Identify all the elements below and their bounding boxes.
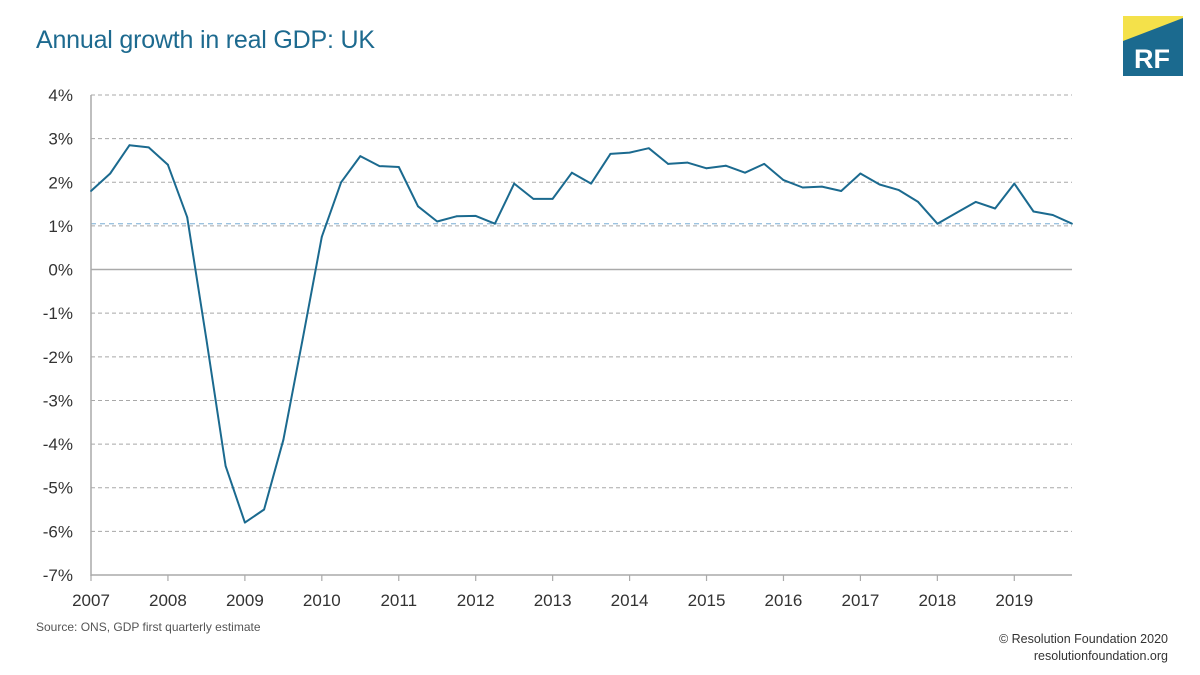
data-point bbox=[878, 183, 881, 186]
data-point bbox=[840, 190, 843, 192]
data-point bbox=[628, 151, 631, 154]
data-point bbox=[1071, 222, 1073, 225]
data-point bbox=[494, 222, 496, 225]
x-tick-label: 2013 bbox=[534, 591, 572, 610]
series-layer bbox=[90, 144, 1073, 524]
x-tick-label: 2015 bbox=[688, 591, 726, 610]
y-tick-label: 4% bbox=[48, 86, 73, 105]
x-tick-label: 2011 bbox=[380, 591, 417, 610]
data-point bbox=[474, 214, 477, 217]
x-tick-label: 2008 bbox=[149, 591, 187, 610]
logo-text: RF bbox=[1134, 44, 1170, 74]
data-point bbox=[1013, 182, 1016, 185]
tick-labels: 4% 3% 2% 1% 0% -1% -2% -3% -4% -5% -6% -7% 2007 2008 2… bbox=[43, 86, 1033, 610]
data-point bbox=[821, 185, 823, 188]
data-point bbox=[224, 465, 227, 467]
data-point bbox=[436, 220, 439, 223]
data-point bbox=[128, 144, 131, 147]
data-point bbox=[1032, 210, 1035, 213]
copyright-text: © Resolution Foundation 2020 bbox=[998, 632, 1168, 646]
data-point bbox=[109, 172, 112, 175]
x-tick-label: 2007 bbox=[72, 591, 110, 610]
x-tick-label: 2016 bbox=[765, 591, 803, 610]
data-point bbox=[974, 201, 977, 203]
data-point bbox=[378, 165, 381, 168]
data-point bbox=[724, 164, 727, 167]
x-tick-label: 2018 bbox=[918, 591, 956, 610]
rf-logo: RF bbox=[1123, 16, 1183, 76]
data-point bbox=[397, 166, 400, 168]
data-point bbox=[590, 182, 593, 185]
y-tick-label: -6% bbox=[43, 522, 73, 541]
data-point bbox=[282, 438, 285, 441]
y-tick-label: 0% bbox=[48, 261, 73, 280]
data-point bbox=[263, 508, 266, 511]
data-point bbox=[705, 167, 708, 170]
y-tick-label: -7% bbox=[43, 566, 73, 585]
data-point bbox=[744, 171, 746, 174]
data-point bbox=[763, 163, 766, 165]
y-tick-label: 3% bbox=[48, 130, 73, 149]
source-note: Source: ONS, GDP first quarterly estimat… bbox=[36, 620, 261, 634]
footer: © Resolution Foundation 2020 resolutionf… bbox=[999, 631, 1168, 665]
data-point bbox=[897, 189, 900, 192]
x-tick-label: 2012 bbox=[457, 591, 495, 610]
data-point bbox=[917, 201, 920, 203]
y-tick-label: -5% bbox=[43, 479, 73, 498]
x-tick-label: 2019 bbox=[995, 591, 1033, 610]
y-tick-label: 2% bbox=[48, 173, 73, 192]
x-tick-label: 2017 bbox=[841, 591, 879, 610]
data-point bbox=[186, 216, 189, 219]
data-point bbox=[647, 147, 650, 150]
series-line-gdp-growth bbox=[90, 144, 1073, 524]
data-point bbox=[1051, 214, 1054, 216]
data-point bbox=[532, 197, 535, 200]
data-point bbox=[686, 161, 689, 164]
y-tick-label: -4% bbox=[43, 435, 73, 454]
website-url: resolutionfoundation.org bbox=[1033, 649, 1168, 663]
data-point bbox=[90, 190, 92, 192]
data-point bbox=[340, 181, 342, 184]
data-point bbox=[801, 186, 804, 189]
data-point bbox=[859, 172, 862, 175]
data-point bbox=[936, 222, 939, 225]
data-point bbox=[320, 235, 323, 238]
y-tick-label: -2% bbox=[43, 348, 73, 367]
data-point bbox=[167, 163, 169, 166]
data-point bbox=[955, 211, 958, 214]
x-tick-label: 2009 bbox=[226, 591, 264, 610]
y-tick-label: 1% bbox=[48, 217, 73, 236]
data-point bbox=[455, 215, 458, 218]
line-chart: 4% 3% 2% 1% 0% -1% -2% -3% -4% -5% -6% -7% 2007 2008 2… bbox=[43, 86, 1073, 610]
data-point bbox=[782, 179, 785, 181]
data-point bbox=[667, 163, 669, 165]
x-tick-label: 2010 bbox=[303, 591, 341, 610]
data-point bbox=[570, 171, 573, 174]
data-point bbox=[417, 205, 419, 208]
data-point bbox=[147, 146, 150, 149]
data-point bbox=[513, 182, 516, 185]
data-point bbox=[243, 521, 246, 524]
data-point bbox=[359, 155, 362, 157]
data-point bbox=[301, 338, 304, 341]
chart-title: Annual growth in real GDP: UK bbox=[36, 26, 375, 54]
logo-yellow-corner bbox=[1123, 16, 1183, 41]
data-point bbox=[551, 197, 554, 200]
data-point bbox=[609, 153, 612, 155]
grid-lines bbox=[91, 94, 1072, 532]
y-tick-label: -3% bbox=[43, 391, 73, 410]
y-tick-label: -1% bbox=[43, 304, 73, 323]
axes bbox=[90, 95, 1072, 581]
data-point bbox=[994, 207, 996, 210]
data-point bbox=[205, 338, 208, 341]
x-tick-label: 2014 bbox=[611, 591, 649, 610]
